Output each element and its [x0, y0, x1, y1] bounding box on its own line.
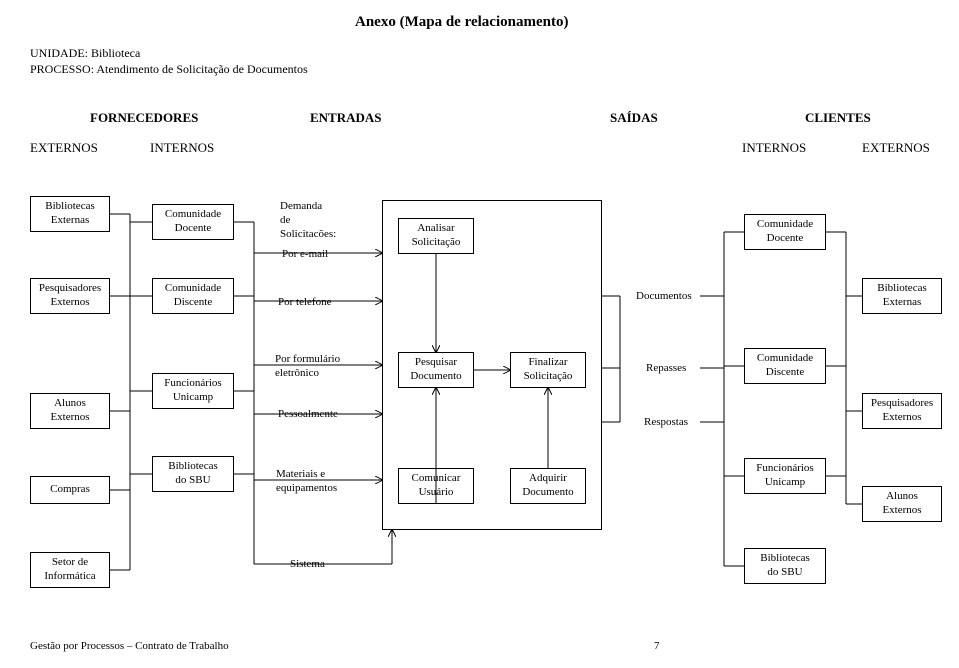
saida-repasses: Repasses	[646, 362, 716, 376]
box-analisar: AnalisarSolicitação	[398, 218, 474, 254]
entrada-sistema: Sistema	[290, 558, 360, 572]
footer-page: 7	[654, 640, 660, 652]
col-entradas: ENTRADAS	[310, 110, 382, 126]
header-process: PROCESSO: Atendimento de Solicitação de …	[30, 62, 308, 77]
footer-text: Gestão por Processos – Contrato de Traba…	[30, 640, 229, 652]
subcol-externos-l: EXTERNOS	[30, 140, 98, 156]
box-finalizar: FinalizarSolicitação	[510, 352, 586, 388]
box-alunos-l: AlunosExternos	[30, 393, 110, 429]
box-setor-informatica: Setor deInformática	[30, 552, 110, 588]
box-comunicar: ComunicarUsuário	[398, 468, 474, 504]
entrada-demanda: DemandadeSolicitacões:	[280, 200, 360, 241]
subcol-externos-r: EXTERNOS	[862, 140, 930, 156]
entrada-telefone: Por telefone	[278, 296, 358, 310]
process-label: PROCESSO:	[30, 62, 94, 76]
box-pesquisar: PesquisarDocumento	[398, 352, 474, 388]
box-alunos-r: AlunosExternos	[862, 486, 942, 522]
box-bibliotecas-ext-r: BibliotecasExternas	[862, 278, 942, 314]
box-discente-r: ComunidadeDiscente	[744, 348, 826, 384]
box-sbu-l: Bibliotecasdo SBU	[152, 456, 234, 492]
unit-label: UNIDADE:	[30, 46, 88, 60]
saida-documentos: Documentos	[636, 290, 716, 304]
box-pesquisadores-l: PesquisadoresExternos	[30, 278, 110, 314]
box-pesquisadores-r: PesquisadoresExternos	[862, 393, 942, 429]
box-docente-r: ComunidadeDocente	[744, 214, 826, 250]
entrada-pessoalmente: Pessoalmente	[278, 408, 358, 422]
subcol-internos-r: INTERNOS	[742, 140, 806, 156]
header-unit: UNIDADE: Biblioteca	[30, 46, 140, 61]
box-docente-l: ComunidadeDocente	[152, 204, 234, 240]
entrada-formulario: Por formulárioeletrônico	[275, 353, 365, 381]
col-clientes: CLIENTES	[805, 110, 871, 126]
col-fornecedores: FORNECEDORES	[90, 110, 198, 126]
box-compras: Compras	[30, 476, 110, 504]
box-bibliotecas-ext-l: BibliotecasExternas	[30, 196, 110, 232]
process-value: Atendimento de Solicitação de Documentos	[96, 62, 307, 76]
box-sbu-r: Bibliotecasdo SBU	[744, 548, 826, 584]
box-funcionarios-l: FuncionáriosUnicamp	[152, 373, 234, 409]
unit-value: Biblioteca	[91, 46, 140, 60]
entrada-email: Por e-mail	[282, 248, 352, 262]
box-adquirir: AdquirirDocumento	[510, 468, 586, 504]
entrada-materiais: Materiais eequipamentos	[276, 468, 366, 496]
subcol-internos-l: INTERNOS	[150, 140, 214, 156]
saida-respostas: Respostas	[644, 416, 714, 430]
box-funcionarios-r: FuncionáriosUnicamp	[744, 458, 826, 494]
col-saidas: SAÍDAS	[610, 110, 658, 126]
box-discente-l: ComunidadeDiscente	[152, 278, 234, 314]
page-title: Anexo (Mapa de relacionamento)	[355, 14, 568, 31]
